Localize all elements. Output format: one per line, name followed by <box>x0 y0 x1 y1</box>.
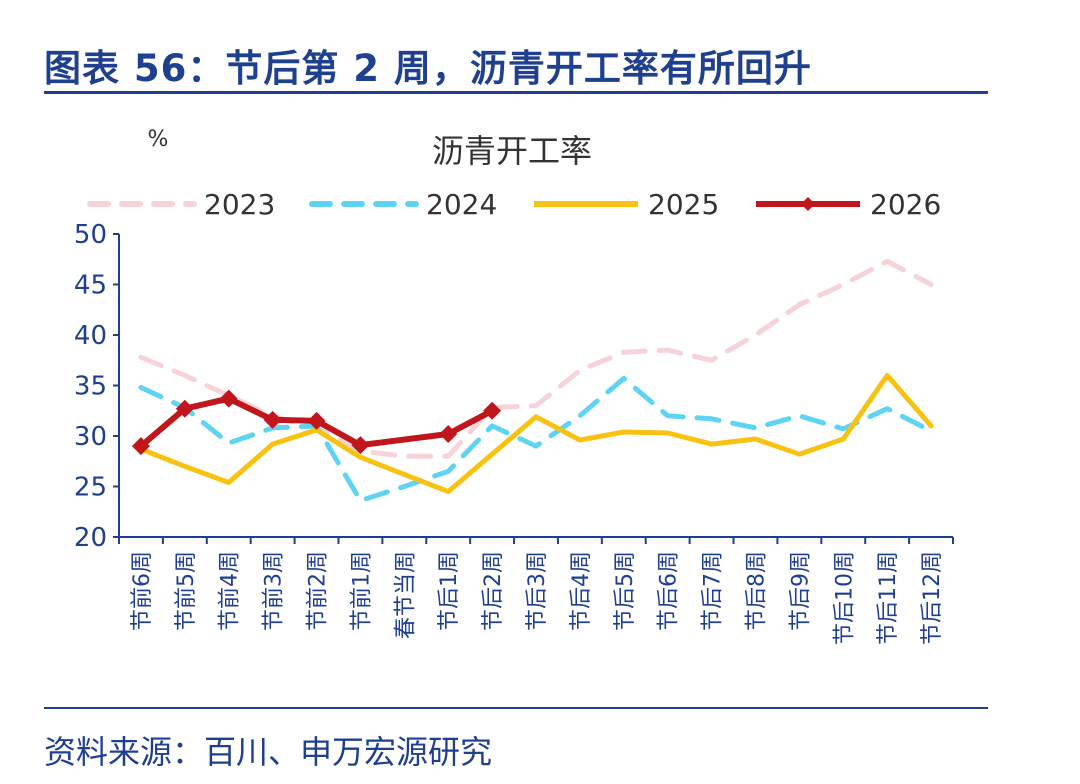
legend-marker-2026 <box>801 197 815 211</box>
series-point-2026 <box>439 424 458 443</box>
x-tick-label: 节后4周 <box>569 551 594 631</box>
x-tick-label: 节后10周 <box>832 551 857 645</box>
y-tick-label: 30 <box>74 422 107 452</box>
x-tick-label: 节后2周 <box>481 551 506 631</box>
legend-label-2026: 2026 <box>870 188 941 221</box>
x-tick-label: 节前6周 <box>130 551 155 631</box>
series-point-2026 <box>219 389 238 408</box>
line-chart: 沥青开工率%2023 2024 2025 202620253035404550节前6周… <box>74 127 954 645</box>
series-point-2026 <box>307 411 326 430</box>
y-tick-label: 20 <box>74 523 107 553</box>
x-tick-label: 节后9周 <box>788 551 813 631</box>
source-rule <box>44 707 988 709</box>
x-tick-label: 节后8周 <box>744 551 769 631</box>
x-tick-label: 节后12周 <box>920 551 945 645</box>
x-tick-label: 节前4周 <box>218 551 243 631</box>
y-tick-label: 35 <box>74 372 107 402</box>
title-rule <box>44 91 988 94</box>
series-point-2026 <box>351 436 370 455</box>
series-line-2023 <box>138 258 934 459</box>
legend-label-2023: 2023 <box>204 188 275 221</box>
y-tick-label: 45 <box>74 271 107 301</box>
x-tick-label: 节前3周 <box>262 551 287 631</box>
series-line-2025 <box>138 372 934 495</box>
x-tick-label: 节前1周 <box>349 551 374 631</box>
source-note: 资料来源：百川、申万宏源研究 <box>44 733 493 771</box>
x-tick-label: 节后6周 <box>657 551 682 631</box>
figure-title: 图表 56：节后第 2 周，沥青开工率有所回升 <box>44 47 812 90</box>
x-tick-label: 节后5周 <box>613 551 638 631</box>
y-tick-label: 40 <box>74 321 107 351</box>
y-tick-label: 25 <box>74 473 107 503</box>
chart-title: 沥青开工率 <box>432 132 592 170</box>
legend-label-2024: 2024 <box>426 188 497 221</box>
legend-label-2025: 2025 <box>648 188 719 221</box>
x-tick-label: 节前2周 <box>306 551 331 631</box>
series-point-2026 <box>175 399 194 418</box>
x-tick-label: 节后1周 <box>437 551 462 631</box>
x-tick-label: 节后7周 <box>701 551 726 631</box>
y-tick-label: 50 <box>74 220 107 250</box>
x-tick-label: 节后3周 <box>525 551 550 631</box>
x-tick-label: 节前5周 <box>174 551 199 631</box>
series-line-2024 <box>138 375 934 504</box>
series-point-2026 <box>131 437 150 456</box>
series-point-2026 <box>483 401 502 420</box>
x-tick-label: 节后11周 <box>876 551 901 645</box>
series-point-2026 <box>263 410 282 429</box>
x-tick-label: 春节当周 <box>393 551 418 639</box>
y-unit-label: % <box>148 127 169 152</box>
